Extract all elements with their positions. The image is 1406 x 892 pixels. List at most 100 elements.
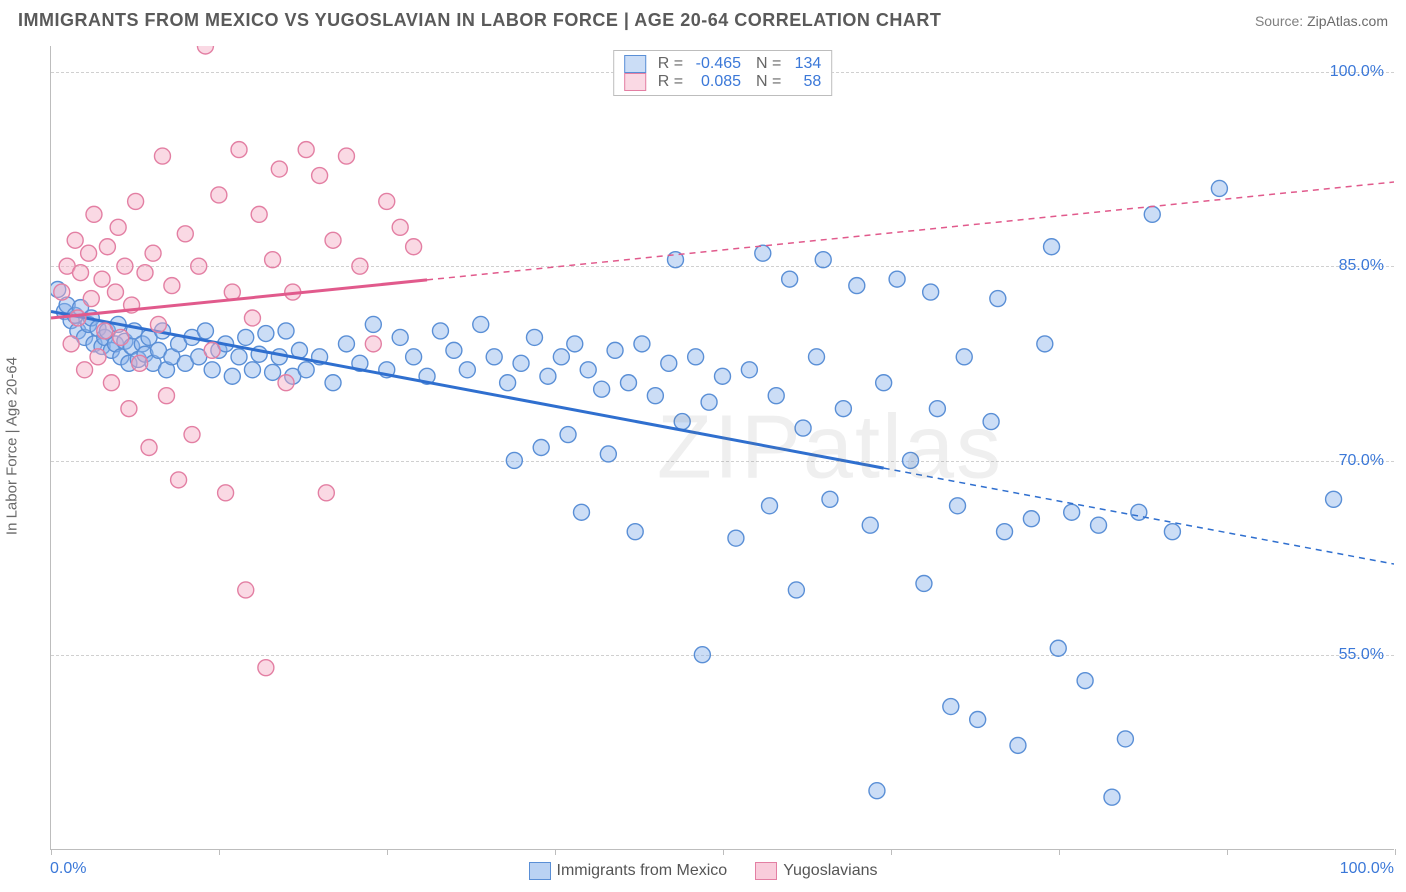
- data-point: [137, 265, 153, 281]
- x-tick: [723, 849, 724, 855]
- data-point: [688, 349, 704, 365]
- data-point: [768, 388, 784, 404]
- data-point: [788, 582, 804, 598]
- data-point: [191, 258, 207, 274]
- source-link[interactable]: ZipAtlas.com: [1307, 13, 1388, 29]
- data-point: [835, 401, 851, 417]
- data-point: [184, 427, 200, 443]
- data-point: [755, 245, 771, 261]
- data-point: [338, 336, 354, 352]
- data-point: [929, 401, 945, 417]
- data-point: [154, 148, 170, 164]
- legend-swatch-mexico: [624, 55, 646, 73]
- data-point: [121, 401, 137, 417]
- data-point: [500, 375, 516, 391]
- data-point: [298, 362, 314, 378]
- data-point: [113, 329, 129, 345]
- data-point: [1010, 737, 1026, 753]
- data-point: [70, 310, 86, 326]
- data-point: [620, 375, 636, 391]
- data-point: [741, 362, 757, 378]
- data-point: [145, 245, 161, 261]
- data-point: [573, 504, 589, 520]
- source-attribution: Source: ZipAtlas.com: [1255, 13, 1388, 29]
- data-point: [782, 271, 798, 287]
- data-point: [265, 252, 281, 268]
- data-point: [1117, 731, 1133, 747]
- legend-label: Yugoslavians: [783, 862, 877, 879]
- data-point: [231, 349, 247, 365]
- scatter-chart: R = -0.465 N = 134 R = 0.085 N = 58 ZIPa…: [50, 46, 1394, 850]
- data-point: [715, 368, 731, 384]
- data-point: [338, 148, 354, 164]
- data-point: [365, 336, 381, 352]
- stat-n-0: 134: [787, 55, 821, 73]
- data-point: [231, 142, 247, 158]
- data-point: [553, 349, 569, 365]
- data-point: [903, 452, 919, 468]
- data-point: [73, 265, 89, 281]
- data-point: [81, 245, 97, 261]
- data-point: [132, 355, 148, 371]
- data-point: [107, 284, 123, 300]
- stat-r-1: 0.085: [689, 73, 741, 91]
- stat-label-r: R =: [658, 73, 683, 91]
- data-point: [822, 491, 838, 507]
- data-point: [325, 232, 341, 248]
- data-point: [950, 498, 966, 514]
- data-point: [244, 362, 260, 378]
- data-point: [869, 783, 885, 799]
- legend-item: Immigrants from Mexico: [529, 862, 728, 880]
- x-tick: [1059, 849, 1060, 855]
- data-point: [392, 329, 408, 345]
- data-point: [218, 485, 234, 501]
- data-point: [379, 193, 395, 209]
- data-point: [103, 375, 119, 391]
- data-point: [197, 323, 213, 339]
- x-tick: [1227, 849, 1228, 855]
- data-point: [211, 187, 227, 203]
- data-point: [560, 427, 576, 443]
- data-point: [815, 252, 831, 268]
- data-point: [244, 310, 260, 326]
- data-point: [164, 278, 180, 294]
- data-point: [1164, 524, 1180, 540]
- data-point: [54, 284, 70, 300]
- data-point: [325, 375, 341, 391]
- legend-label: Immigrants from Mexico: [557, 862, 728, 879]
- legend-stats-row-1: R = 0.085 N = 58: [624, 73, 822, 91]
- data-point: [251, 206, 267, 222]
- data-point: [997, 524, 1013, 540]
- chart-header: IMMIGRANTS FROM MEXICO VS YUGOSLAVIAN IN…: [0, 0, 1406, 39]
- x-tick: [387, 849, 388, 855]
- data-point: [365, 316, 381, 332]
- data-point: [1326, 491, 1342, 507]
- data-point: [580, 362, 596, 378]
- data-point: [278, 323, 294, 339]
- x-tick: [555, 849, 556, 855]
- data-point: [63, 336, 79, 352]
- data-point: [701, 394, 717, 410]
- data-point: [90, 349, 106, 365]
- stat-label-n: N =: [747, 55, 781, 73]
- data-point: [990, 291, 1006, 307]
- data-point: [77, 362, 93, 378]
- data-point: [159, 388, 175, 404]
- data-point: [540, 368, 556, 384]
- source-prefix: Source:: [1255, 13, 1307, 29]
- data-point: [446, 342, 462, 358]
- data-point: [607, 342, 623, 358]
- data-point: [674, 414, 690, 430]
- data-point: [661, 355, 677, 371]
- data-point: [150, 316, 166, 332]
- data-point: [849, 278, 865, 294]
- data-point: [258, 660, 274, 676]
- data-point: [600, 446, 616, 462]
- data-point: [627, 524, 643, 540]
- data-point: [594, 381, 610, 397]
- data-point: [1144, 206, 1160, 222]
- data-point: [889, 271, 905, 287]
- data-point: [1037, 336, 1053, 352]
- data-point: [876, 375, 892, 391]
- legend-item: Yugoslavians: [755, 862, 877, 880]
